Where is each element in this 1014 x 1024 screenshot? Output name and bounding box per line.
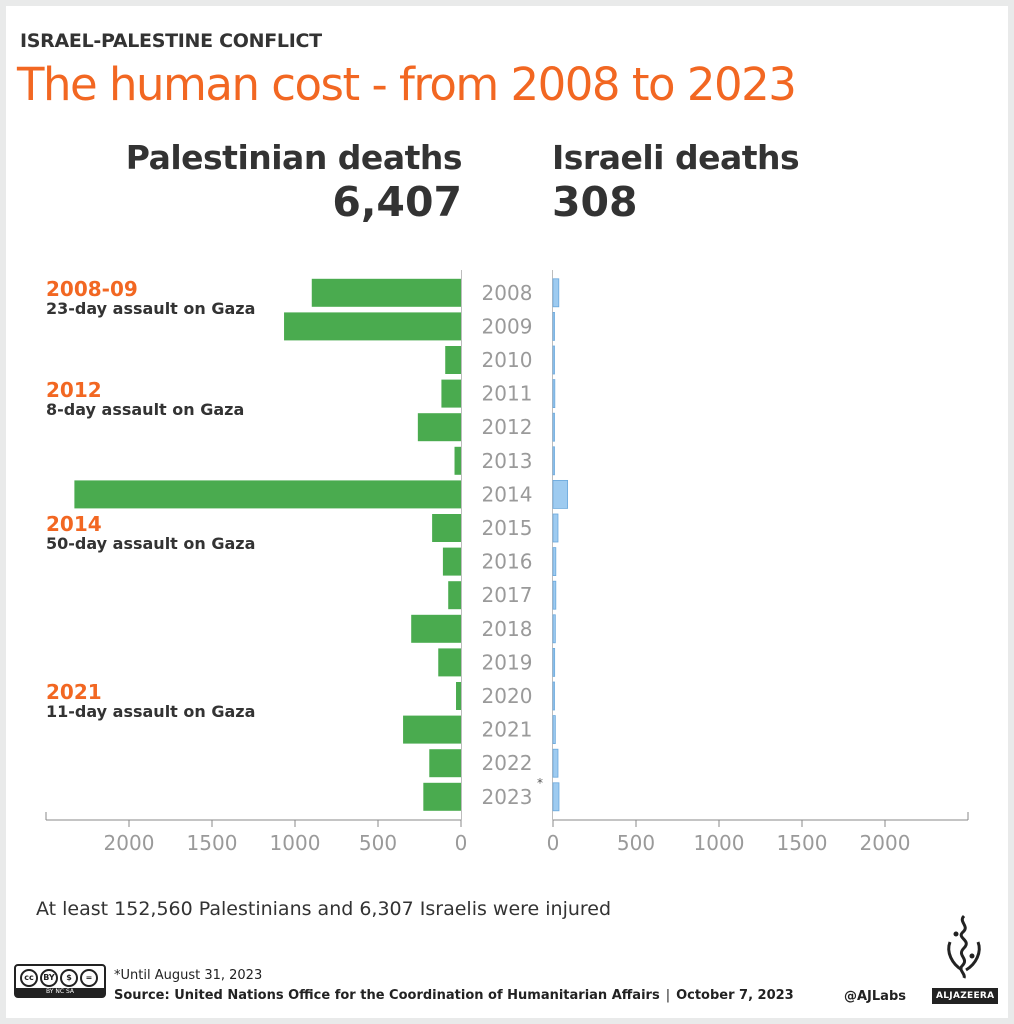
year-label-2017: 2017: [482, 583, 533, 607]
year-label-2019: 2019: [482, 650, 533, 674]
palestinian-bar-2012: [417, 413, 461, 442]
year-label-2020: 2020: [482, 684, 533, 708]
palestinian-bar-2008: [311, 278, 461, 307]
palestinian-bar-2021: [403, 715, 461, 744]
year-label-2008: 2008: [482, 281, 533, 305]
palestinian-bar-2014: [74, 480, 462, 509]
right-tick-label-0: 0: [547, 831, 560, 855]
israeli-bar-2010: [552, 345, 555, 375]
year-label-2014: 2014: [482, 482, 533, 506]
aljazeera-logo-icon: [947, 914, 981, 979]
aljazeera-wordmark: ALJAZEERA: [932, 988, 999, 1004]
year-label-2018: 2018: [482, 617, 533, 641]
palestinian-bar-2018: [411, 614, 461, 643]
annotation-text-0: 23-day assault on Gaza: [46, 299, 255, 318]
annotation-year-3: 2021: [46, 680, 102, 704]
israeli-total: Israeli deaths 308: [552, 138, 800, 226]
palestinian-bar-2009: [284, 312, 461, 341]
palestinian-bar-2015: [432, 514, 461, 542]
israeli-bar-2016: [552, 547, 557, 576]
year-label-2022: 2022: [482, 751, 533, 775]
palestinian-bar-2019: [438, 648, 461, 677]
israeli-bar-2014: [552, 479, 569, 509]
source-line: Source: United Nations Office for the Co…: [114, 988, 794, 1003]
annotation-year-1: 2012: [46, 378, 102, 402]
year-label-2010: 2010: [482, 348, 533, 372]
palestinian-total-label: Palestinian deaths: [125, 138, 463, 177]
year-label-2023: 2023: [482, 785, 533, 809]
publish-date: October 7, 2023: [676, 988, 794, 1003]
right-tick-label-2000: 2000: [860, 831, 911, 855]
cc-icon: cc: [20, 969, 38, 987]
palestinian-bar-2011: [441, 379, 461, 408]
israeli-bar-2021: [552, 715, 556, 744]
palestinian-bar-2017: [448, 581, 461, 610]
injured-note: At least 152,560 Palestinians and 6,307 …: [36, 898, 612, 920]
right-tick-label-1500: 1500: [777, 831, 828, 855]
israeli-bar-2018: [552, 614, 556, 644]
israeli-bar-2015: [552, 513, 559, 543]
annotation-text-3: 11-day assault on Gaza: [46, 702, 255, 721]
israeli-bar-2020: [552, 681, 555, 711]
kicker: ISRAEL-PALESTINE CONFLICT: [20, 30, 322, 52]
israeli-bar-2009: [552, 311, 555, 341]
footnote-asterisk: *: [537, 776, 543, 790]
source-text: Source: United Nations Office for the Co…: [114, 988, 660, 1003]
israeli-bar-2023: [552, 782, 560, 812]
annotation-year-2: 2014: [46, 512, 102, 536]
left-tick-label-2000: 2000: [104, 831, 155, 855]
israeli-bar-2019: [552, 648, 556, 677]
year-label-2021: 2021: [482, 718, 533, 742]
infographic-card: [6, 6, 1008, 1018]
left-tick-label-1500: 1500: [187, 831, 238, 855]
deaths-chart: 2008 2009 2010 2011 2012 2013 2014 2015 2016 2017…: [45, 270, 969, 855]
year-label-2016: 2016: [482, 550, 533, 574]
left-tick-label-1000: 1000: [270, 831, 321, 855]
year-label-2011: 2011: [482, 382, 533, 406]
palestinian-bar-2020: [456, 682, 461, 710]
israeli-bar-2017: [552, 580, 557, 610]
nc-icon: $: [60, 969, 78, 987]
right-tick-label-500: 500: [617, 831, 655, 855]
cc-license-badge: cc BY $ = BY NC SA: [14, 964, 106, 998]
palestinian-total-value: 6,407: [332, 178, 462, 226]
palestinian-bar-2013: [454, 446, 461, 475]
left-tick-label-500: 500: [359, 831, 397, 855]
annotation-text-1: 8-day assault on Gaza: [46, 400, 244, 419]
left-tick-label-0: 0: [455, 831, 468, 855]
cc-strip: BY NC SA: [16, 988, 104, 996]
israeli-bar-2011: [552, 379, 556, 409]
cc-icons: cc BY $ =: [20, 969, 98, 987]
israeli-total-label: Israeli deaths: [552, 138, 800, 177]
palestinian-bar-2010: [445, 346, 461, 374]
palestinian-bar-2022: [429, 749, 461, 778]
israeli-bar-2013: [552, 446, 555, 476]
year-label-2015: 2015: [482, 516, 533, 540]
annotation-text-2: 50-day assault on Gaza: [46, 534, 255, 553]
page-title: The human cost - from 2008 to 2023: [17, 58, 797, 111]
annotation-year-0: 2008-09: [46, 277, 138, 301]
ajlabs-handle: @AJLabs: [844, 989, 906, 1004]
source-separator: |: [665, 988, 671, 1003]
by-icon: BY: [40, 969, 58, 987]
year-label-2012: 2012: [482, 415, 533, 439]
right-tick-label-1000: 1000: [694, 831, 745, 855]
year-label-2009: 2009: [482, 314, 533, 338]
palestinian-bar-2023: [423, 782, 461, 811]
israeli-bar-2012: [552, 412, 555, 442]
israeli-total-value: 308: [552, 178, 638, 226]
israeli-bar-2008: [552, 278, 560, 308]
year-label-2013: 2013: [482, 449, 533, 473]
footnote: *Until August 31, 2023: [114, 968, 263, 983]
israeli-bar-2022: [552, 748, 559, 778]
palestinian-bar-2016: [442, 547, 461, 576]
sa-icon: =: [80, 969, 98, 987]
palestinian-total: Palestinian deaths 6,407: [125, 138, 463, 226]
